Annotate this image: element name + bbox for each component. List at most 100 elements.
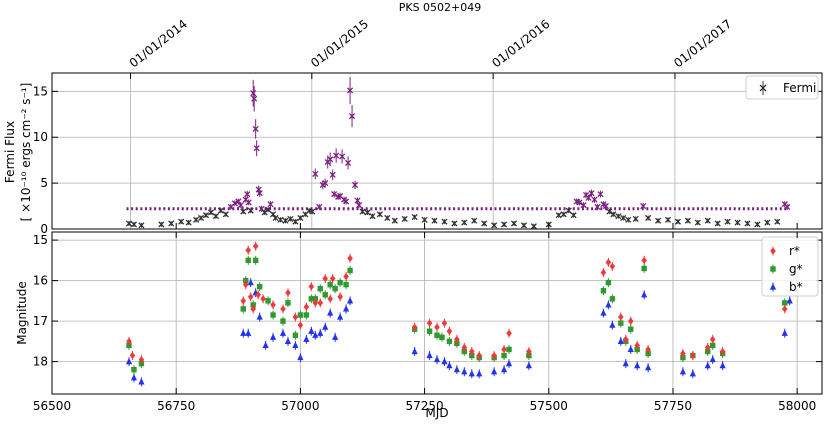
optical-point-g xyxy=(439,332,445,342)
legend-label-g: g* xyxy=(789,262,803,276)
date-tick-label: 01/01/2014 xyxy=(127,17,190,71)
optical-point-b xyxy=(256,312,263,322)
optical-point-r xyxy=(501,344,507,354)
fermi-point xyxy=(138,222,145,229)
fermi-frame xyxy=(51,72,823,230)
optical-point-g xyxy=(297,310,304,320)
fermi-point xyxy=(333,148,340,163)
x-tick-label: 56500 xyxy=(33,399,71,413)
fermi-point xyxy=(322,178,329,188)
fermi-point xyxy=(130,221,138,228)
optical-point-b xyxy=(605,300,612,310)
optical-point-b xyxy=(245,328,252,338)
fermi-legend-label: Fermi xyxy=(783,81,816,95)
optical-point-r xyxy=(434,322,440,332)
fermi-point xyxy=(714,220,721,227)
optical-point-b xyxy=(627,344,634,354)
optical-point-r xyxy=(245,245,252,255)
fermi-point xyxy=(441,218,448,225)
legend-marker-g xyxy=(770,264,776,274)
fermi-point xyxy=(125,220,133,227)
fermi-point xyxy=(615,213,622,220)
optical-point-r xyxy=(627,316,634,326)
fermi-ytick-label: 15 xyxy=(33,84,48,98)
optical-point-b xyxy=(709,355,716,365)
x-tick-label: 57250 xyxy=(405,399,443,413)
fermi-point xyxy=(252,119,259,139)
optical-point-g xyxy=(256,282,263,292)
fermi-point xyxy=(217,207,224,214)
fermi-point xyxy=(431,217,438,224)
fermi-point xyxy=(401,215,408,222)
optical-point-g xyxy=(265,296,271,306)
fermi-point xyxy=(555,212,562,219)
optical-point-r xyxy=(506,328,512,338)
fermi-point xyxy=(359,208,366,215)
optical-point-g xyxy=(285,298,291,308)
optical-point-b xyxy=(622,359,629,369)
optical-point-r xyxy=(641,255,647,265)
fermi-point xyxy=(277,216,284,223)
optical-point-r xyxy=(337,292,343,302)
fermi-legend: Fermi xyxy=(745,75,819,100)
optical-point-g xyxy=(609,294,616,304)
fermi-point xyxy=(287,215,294,222)
fermi-point xyxy=(724,218,731,225)
optical-point-g xyxy=(327,280,333,290)
fermi-point xyxy=(250,79,257,107)
optical-point-r xyxy=(126,336,132,346)
fermi-point xyxy=(560,211,567,218)
fermi-point xyxy=(684,217,691,224)
optical-point-b xyxy=(500,365,508,375)
optical-ytick-label: 15 xyxy=(33,233,48,247)
optical-point-r xyxy=(270,300,276,310)
optical-frame xyxy=(51,231,823,395)
fermi-point xyxy=(256,189,263,197)
fermi-ylabel-2: [ ×10⁻¹⁰ ergs cm⁻² s⁻¹] xyxy=(19,83,33,222)
fermi-point xyxy=(345,156,352,170)
fermi-point xyxy=(312,168,319,180)
optical-point-r xyxy=(347,253,353,263)
optical-point-r xyxy=(426,318,433,328)
optical-point-r xyxy=(327,294,333,304)
optical-point-b xyxy=(322,322,329,332)
optical-point-b xyxy=(679,367,687,377)
fermi-point xyxy=(331,190,338,198)
fermi-point xyxy=(632,215,639,222)
optical-point-g xyxy=(317,284,323,294)
fermi-point xyxy=(253,140,260,157)
x-axis-label: MJD xyxy=(425,406,448,420)
fermi-point xyxy=(339,149,346,164)
chart-title: PKS 0502+049 xyxy=(399,1,482,14)
optical-point-r xyxy=(781,304,788,314)
fermi-point xyxy=(764,219,771,226)
optical-point-b xyxy=(297,353,304,363)
fermi-point xyxy=(421,216,428,223)
optical-point-g xyxy=(270,310,276,320)
optical-point-r xyxy=(600,268,607,277)
fermi-point xyxy=(348,105,356,128)
fermi-point xyxy=(481,220,488,227)
optical-point-g xyxy=(506,344,512,354)
optical-point-b xyxy=(433,355,441,365)
legend-marker-b xyxy=(769,282,777,292)
optical-legend-box xyxy=(761,236,819,297)
fermi-point xyxy=(245,199,252,206)
fermi-point xyxy=(327,152,334,167)
fermi-ylabel-1: Fermi Flux xyxy=(3,121,17,183)
optical-point-r xyxy=(312,298,319,308)
fermi-panel: 0 5 10 15 Fermi Flux [ ×10⁻¹⁰ ergs cm⁻² s⁻¹… xyxy=(3,72,823,236)
optical-point-g xyxy=(252,255,259,265)
x-tick-label: 57750 xyxy=(654,399,692,413)
optical-point-r xyxy=(252,241,259,251)
fermi-point xyxy=(704,217,711,224)
optical-point-g xyxy=(322,290,328,300)
optical-point-r xyxy=(526,346,532,356)
fermi-point xyxy=(774,218,781,225)
optical-point-b xyxy=(303,334,310,344)
fermi-point xyxy=(585,194,592,201)
fermi-point xyxy=(364,209,371,216)
fermi-point xyxy=(376,211,383,218)
optical-point-b xyxy=(332,332,339,342)
